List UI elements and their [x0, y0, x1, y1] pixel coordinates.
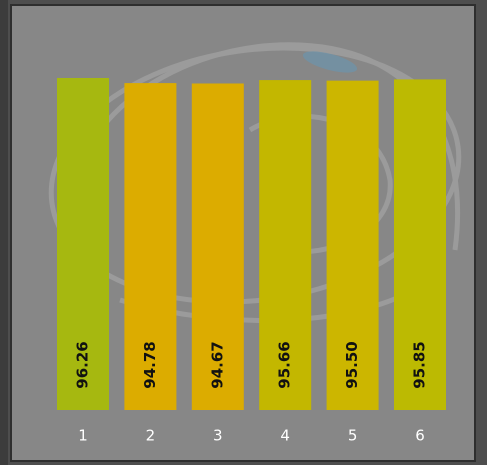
value-label: 95.85 [411, 341, 429, 388]
value-label: 94.67 [208, 341, 226, 388]
category-label: 2 [146, 427, 156, 445]
value-label: 96.26 [74, 341, 92, 388]
value-label: 95.50 [343, 341, 361, 388]
page: {"chart_data": {"type": "bar", "categori… [0, 0, 487, 465]
value-label: 95.66 [276, 341, 294, 388]
category-label: 6 [415, 427, 425, 445]
side-strip [0, 0, 8, 465]
widget: 96.26 1 94.78 2 94.67 3 95.66 4 95.50 5 95.85 6 [0, 0, 487, 465]
category-label: 4 [280, 427, 290, 445]
category-label: 1 [78, 427, 88, 445]
category-label: 5 [348, 427, 358, 445]
category-label: 3 [213, 427, 223, 445]
value-label: 94.78 [141, 341, 159, 388]
